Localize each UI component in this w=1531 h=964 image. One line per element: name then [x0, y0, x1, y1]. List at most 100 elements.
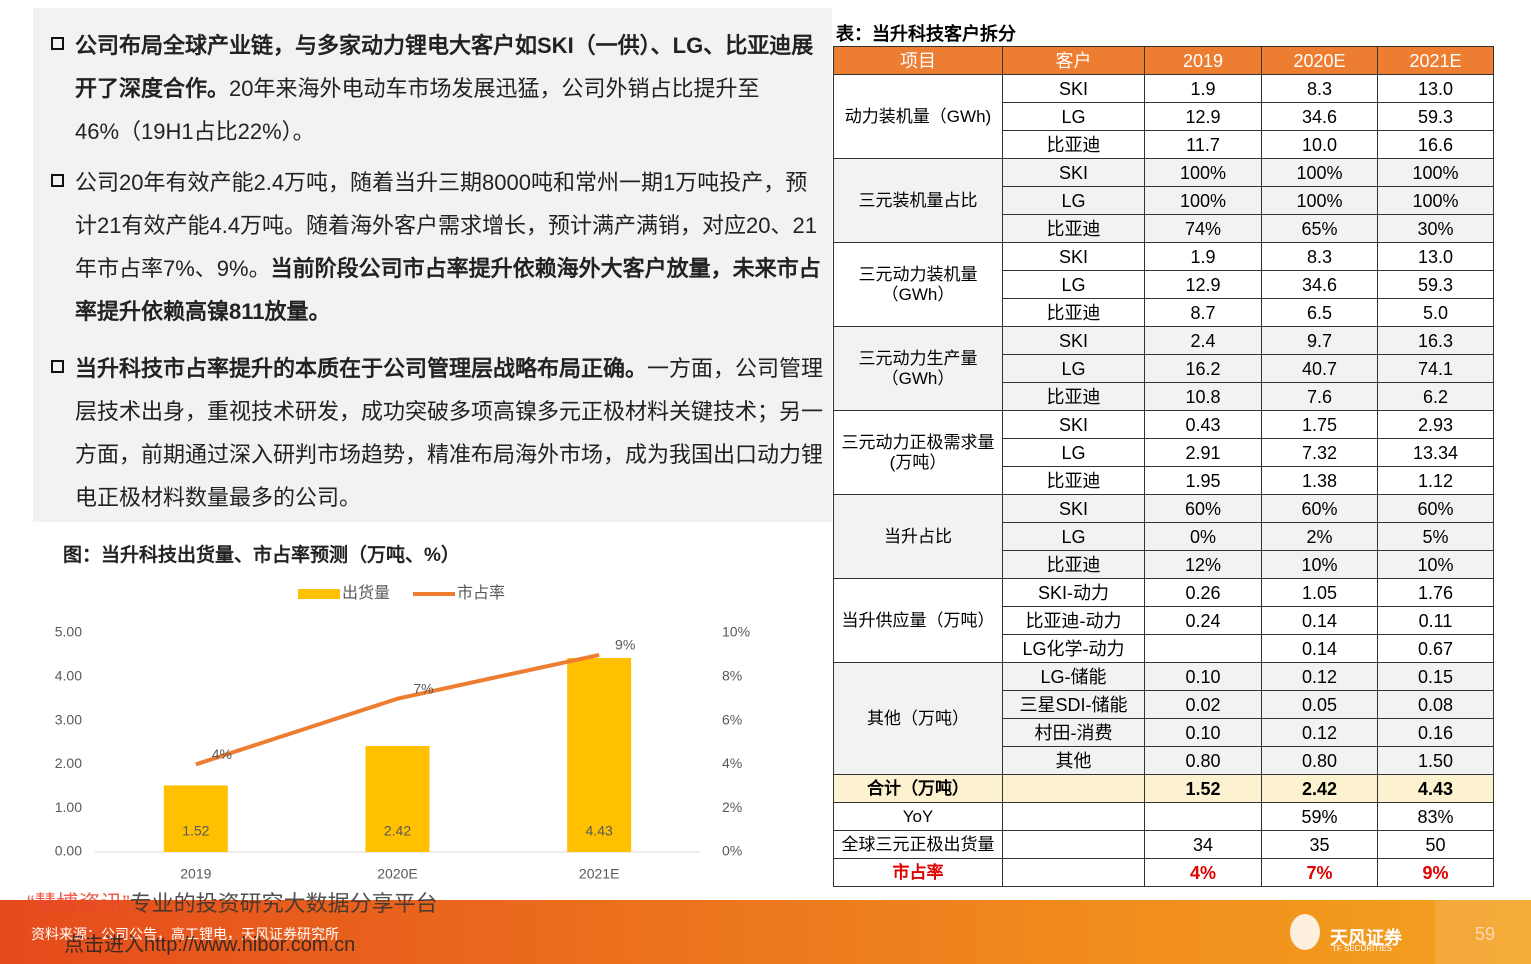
- item-cell: 市占率: [833, 858, 1003, 887]
- value-cell: 10%: [1377, 550, 1494, 579]
- client-cell: [1002, 830, 1145, 859]
- value-cell: 0.80: [1261, 746, 1378, 775]
- legend-swatch: [298, 589, 340, 599]
- value-cell: 0.02: [1144, 690, 1262, 719]
- value-cell: 0.05: [1261, 690, 1378, 719]
- table-row: 比亚迪 11.7 10.0 16.6: [834, 130, 1494, 159]
- bullet-box: [51, 174, 64, 187]
- value-cell: 1.12: [1377, 466, 1494, 495]
- value-cell: 34.6: [1261, 270, 1378, 299]
- value-cell: 9.7: [1261, 326, 1378, 355]
- client-cell: LG化学-动力: [1002, 634, 1145, 663]
- value-cell: 60%: [1261, 494, 1378, 523]
- table-row: YoY 59% 83%: [833, 802, 1494, 831]
- value-cell: 8.3: [1261, 242, 1378, 271]
- bar-label: 4.43: [586, 823, 613, 839]
- item-cell: 三元动力生产量（GWh）: [833, 326, 1003, 411]
- value-cell: 1.38: [1261, 466, 1378, 495]
- client-cell: LG: [1002, 354, 1145, 383]
- bullet-text: 当前阶段公司市占率提升依赖海外大客户放量，未来市占率提升依赖高镍811放量。: [75, 256, 821, 324]
- table-row: LG 12.9 34.6 59.3: [834, 102, 1494, 131]
- y-tick-label: 0.00: [55, 843, 82, 859]
- value-cell: [1144, 802, 1262, 831]
- x-tick-label: 2019: [180, 866, 211, 882]
- value-cell: [1144, 634, 1262, 663]
- customer-table: 项目 客户 2019 2020E 2021E 动力装机量（GWh) SKI 1.9 8.3 13.…: [833, 46, 1494, 887]
- value-cell: 1.76: [1377, 578, 1494, 607]
- value-cell: 34: [1144, 830, 1262, 859]
- logo-text: 天风证券: [1330, 928, 1402, 948]
- bullet: 公司20年有效产能2.4万吨，随着当升三期8000吨和常州一期1万吨投产，预计2…: [51, 161, 825, 333]
- bullet-text: 公司20年有效产能2.4万吨，随着当升三期8000吨和常州一期1万吨投产，预计2…: [75, 170, 817, 281]
- watermark-text: 专业的投资研究大数据分享平台: [129, 891, 438, 916]
- value-cell: 0.08: [1377, 690, 1494, 719]
- header-cell: 2019: [1144, 46, 1262, 75]
- bullet-text: 一方面，公司管理层技术出身，重视技术研发，成功突破多项高镍多元正极材料关键技术；…: [75, 356, 824, 510]
- value-cell: 5.0: [1377, 298, 1494, 327]
- legend-label: 市占率: [457, 584, 505, 602]
- value-cell: 100%: [1261, 158, 1378, 187]
- value-cell: 1.9: [1144, 242, 1262, 271]
- value-cell: 10.8: [1144, 382, 1262, 411]
- item-cell: YoY: [833, 802, 1003, 831]
- chart-title: 图：当升科技出货量、市占率预测（万吨、%）: [63, 543, 460, 566]
- table-row: 其他 0.80 0.80 1.50: [833, 746, 1494, 775]
- value-cell: 4.43: [1377, 774, 1494, 803]
- value-cell: 4%: [1144, 858, 1262, 887]
- item-cell: 三元动力装机量（GWh）: [833, 242, 1003, 327]
- client-cell: LG: [1002, 270, 1145, 299]
- value-cell: 34.6: [1261, 102, 1378, 131]
- item-cell: 三元动力正极需求量(万吨）: [833, 410, 1003, 495]
- value-cell: 10%: [1261, 550, 1378, 579]
- table-row: LG 2.91 7.32 13.34: [834, 438, 1494, 467]
- value-cell: 8.7: [1144, 298, 1262, 327]
- client-cell: 比亚迪: [1002, 466, 1145, 495]
- value-cell: 100%: [1377, 186, 1494, 215]
- bullet-box: [51, 37, 64, 50]
- page-block: [1435, 900, 1531, 964]
- watermark-link[interactable]: 点击进入http://www.hibor.com.cn: [64, 934, 356, 956]
- bullet-box: [51, 360, 64, 373]
- header-row: 项目 客户 2019 2020E 2021E: [833, 46, 1494, 75]
- value-cell: 0.24: [1144, 606, 1262, 635]
- value-cell: 59.3: [1377, 270, 1494, 299]
- value-cell: 30%: [1377, 214, 1494, 243]
- bar-label: 1.52: [182, 823, 209, 839]
- value-cell: 0.10: [1144, 718, 1262, 747]
- client-cell: 其他: [1002, 746, 1145, 775]
- value-cell: 0%: [1144, 522, 1262, 551]
- table-row: 当升供应量（万吨） SKI-动力 0.26 1.05 1.76: [833, 578, 1494, 663]
- text-panel: 公司布局全球产业链，与多家动力锂电大客户如SKI（一供）、LG、比亚迪展开了深度…: [33, 8, 832, 522]
- table-row: 市占率 4% 7% 9%: [833, 858, 1494, 887]
- value-cell: 0.43: [1144, 410, 1262, 439]
- value-cell: 74%: [1144, 214, 1262, 243]
- value-cell: 100%: [1144, 158, 1262, 187]
- client-cell: SKI: [1002, 158, 1145, 187]
- client-cell: LG: [1002, 438, 1145, 467]
- value-cell: 2.4: [1144, 326, 1262, 355]
- table-row: 三元动力装机量（GWh） SKI 1.9 8.3 13.0: [833, 242, 1494, 327]
- item-cell: 其他（万吨）: [833, 662, 1003, 775]
- client-cell: LG: [1002, 522, 1145, 551]
- value-cell: 74.1: [1377, 354, 1494, 383]
- value-cell: 0.67: [1377, 634, 1494, 663]
- table-title: 表：当升科技客户拆分: [836, 24, 1016, 44]
- client-cell: LG: [1002, 186, 1145, 215]
- value-cell: 10.0: [1261, 130, 1378, 159]
- client-cell: 村田-消费: [1002, 718, 1145, 747]
- legend-label: 出货量: [342, 584, 390, 602]
- value-cell: 16.2: [1144, 354, 1262, 383]
- y2-tick-label: 10%: [722, 624, 750, 640]
- value-cell: 8.3: [1261, 74, 1378, 103]
- logo-icon: [1290, 914, 1320, 950]
- table-row: 合计（万吨） 1.52 2.42 4.43: [833, 774, 1494, 803]
- value-cell: 1.05: [1261, 578, 1378, 607]
- table-row: 动力装机量（GWh) SKI 1.9 8.3 13.0: [833, 74, 1494, 159]
- table-row: 三元动力正极需求量(万吨） SKI 0.43 1.75 2.93: [833, 410, 1494, 495]
- value-cell: 13.0: [1377, 74, 1494, 103]
- value-cell: 1.9: [1144, 74, 1262, 103]
- client-cell: LG-储能: [1002, 662, 1145, 691]
- bullet: 公司布局全球产业链，与多家动力锂电大客户如SKI（一供）、LG、比亚迪展开了深度…: [51, 24, 825, 153]
- client-cell: SKI: [1002, 74, 1145, 103]
- item-cell: 当升占比: [833, 494, 1003, 579]
